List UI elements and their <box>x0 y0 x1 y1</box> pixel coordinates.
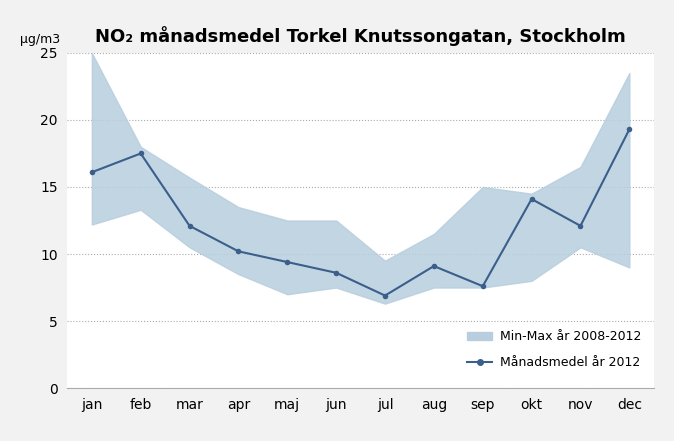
Text: µg/m3: µg/m3 <box>20 33 61 46</box>
Legend: Min-Max år 2008-2012, Månadsmedel år 2012: Min-Max år 2008-2012, Månadsmedel år 201… <box>461 324 648 375</box>
Title: NO₂ månadsmedel Torkel Knutssongatan, Stockholm: NO₂ månadsmedel Torkel Knutssongatan, St… <box>95 26 626 46</box>
